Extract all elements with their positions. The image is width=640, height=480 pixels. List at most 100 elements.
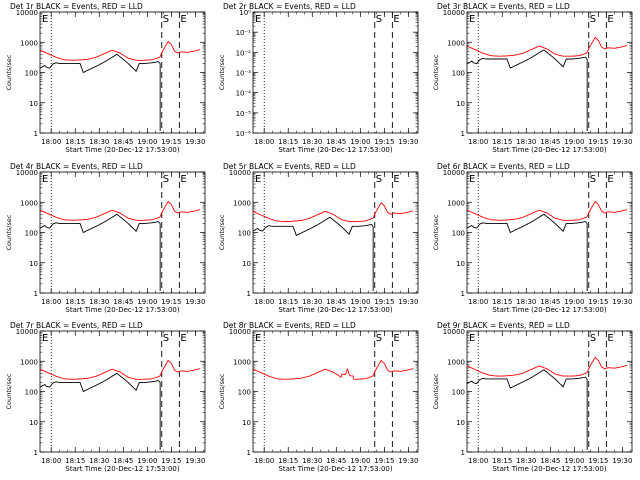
x-tick-label: 18:30: [302, 138, 322, 146]
y-tick-label: 100: [238, 230, 251, 238]
chart-panel-2: Det 2r BLACK = Events, RED = LLD 10⁻⁶ 10⁻⁵…: [218, 2, 418, 154]
x-tick-label: 18:30: [516, 298, 536, 306]
y-tick-label: 10⁻⁴: [236, 90, 252, 98]
y-tick-label: 10000: [16, 9, 38, 17]
lld-series: [466, 200, 628, 221]
y-tick-label: 10⁻²: [236, 49, 252, 57]
x-tick-label: 19:15: [588, 138, 608, 146]
events-series: [39, 372, 161, 393]
y-tick-label: 100: [238, 389, 251, 397]
x-tick-label: 18:15: [65, 457, 85, 465]
x-tick-label: 18:15: [492, 138, 512, 146]
plot-frame: [39, 11, 206, 134]
y-tick-label: 10000: [16, 328, 38, 336]
x-axis-label: Start Time (20-Dec-12 17:53:00): [278, 146, 392, 154]
panel-title: Det 4r BLACK = Events, RED = LLD: [10, 162, 143, 171]
chart-panel-6: Det 6r BLACK = Events, RED = LLD 1 10 100 10…: [432, 162, 632, 314]
x-tick-label: 18:15: [65, 298, 85, 306]
x-tick-label: 19:00: [564, 457, 584, 465]
plot-frame: [466, 330, 633, 453]
x-tick-label: 18:00: [41, 298, 61, 306]
y-tick-label: 1: [34, 130, 38, 138]
plot-frame: [39, 330, 206, 453]
y-tick-label: 10⁻¹: [236, 29, 252, 37]
x-axis-label: Start Time (20-Dec-12 17:53:00): [492, 146, 606, 154]
plot-frame: [466, 171, 633, 294]
plot-frame: [39, 171, 206, 294]
corner-marker-E: E: [42, 14, 48, 25]
y-tick-label: 1000: [20, 199, 38, 207]
x-tick-label: 19:00: [137, 138, 157, 146]
y-axis-label: Counts/sec: [5, 54, 13, 90]
lld-series: [252, 359, 414, 380]
x-tick-label: 18:45: [113, 457, 133, 465]
y-tick-label: 1: [34, 290, 38, 298]
x-tick-label: 18:30: [302, 298, 322, 306]
plot-frame: [252, 171, 419, 294]
x-axis-label: Start Time (20-Dec-12 17:53:00): [65, 146, 179, 154]
x-tick-label: 19:15: [374, 138, 394, 146]
panel-title: Det 2r BLACK = Events, RED = LLD: [223, 2, 356, 11]
x-tick-label: 19:30: [612, 138, 632, 146]
y-tick-label: 10: [242, 419, 251, 427]
y-tick-label: 1: [461, 130, 465, 138]
x-axis-label: Start Time (20-Dec-12 17:53:00): [492, 465, 606, 473]
marker-S: S: [590, 333, 596, 344]
marker-E: E: [180, 333, 186, 344]
y-axis-label: Counts/sec: [5, 373, 13, 409]
marker-S: S: [163, 333, 169, 344]
y-tick-label: 10: [29, 419, 38, 427]
y-tick-label: 1000: [233, 358, 251, 366]
y-tick-label: 1: [247, 290, 251, 298]
x-tick-label: 18:45: [113, 138, 133, 146]
x-tick-label: 19:00: [564, 138, 584, 146]
y-tick-label: 100: [25, 389, 38, 397]
y-tick-label: 10000: [443, 328, 465, 336]
y-tick-label: 100: [452, 389, 465, 397]
y-tick-label: 100: [25, 230, 38, 238]
lld-series: [39, 359, 201, 380]
x-tick-label: 18:45: [326, 457, 346, 465]
x-tick-label: 18:45: [540, 298, 560, 306]
x-tick-label: 18:45: [326, 138, 346, 146]
plot-frame: [252, 330, 419, 453]
marker-E: E: [180, 14, 186, 25]
corner-marker-E: E: [469, 174, 475, 185]
x-tick-label: 19:15: [588, 457, 608, 465]
plot-frame: [466, 11, 633, 134]
x-tick-label: 19:30: [185, 457, 205, 465]
y-tick-label: 10⁰: [239, 9, 251, 17]
y-tick-label: 10⁻⁵: [236, 110, 252, 118]
plot-frame: [252, 11, 419, 134]
x-tick-label: 19:15: [588, 298, 608, 306]
y-tick-label: 100: [452, 230, 465, 238]
corner-marker-E: E: [42, 333, 48, 344]
events-series: [466, 213, 588, 234]
panel-title: Det 3r BLACK = Events, RED = LLD: [437, 2, 570, 11]
corner-marker-E: E: [255, 333, 261, 344]
x-tick-label: 19:00: [350, 298, 370, 306]
marker-E: E: [393, 333, 399, 344]
x-tick-label: 19:00: [137, 457, 157, 465]
x-tick-label: 18:00: [468, 457, 488, 465]
lld-series: [466, 36, 628, 57]
x-tick-label: 18:45: [540, 457, 560, 465]
events-series: [39, 213, 161, 234]
y-tick-label: 10: [456, 100, 465, 108]
marker-S: S: [376, 14, 382, 25]
y-axis-label: Counts/sec: [218, 54, 226, 90]
marker-E: E: [607, 174, 613, 185]
corner-marker-E: E: [255, 174, 261, 185]
y-tick-label: 1: [461, 449, 465, 457]
y-tick-label: 10⁻⁶: [236, 130, 252, 138]
x-tick-label: 18:00: [41, 138, 61, 146]
x-tick-label: 18:00: [254, 298, 274, 306]
x-tick-label: 18:00: [468, 138, 488, 146]
y-tick-label: 10: [242, 260, 251, 268]
y-tick-label: 10⁻³: [236, 70, 252, 78]
y-tick-label: 1000: [233, 199, 251, 207]
x-tick-label: 19:30: [612, 298, 632, 306]
x-tick-label: 18:00: [468, 298, 488, 306]
y-tick-label: 100: [452, 70, 465, 78]
